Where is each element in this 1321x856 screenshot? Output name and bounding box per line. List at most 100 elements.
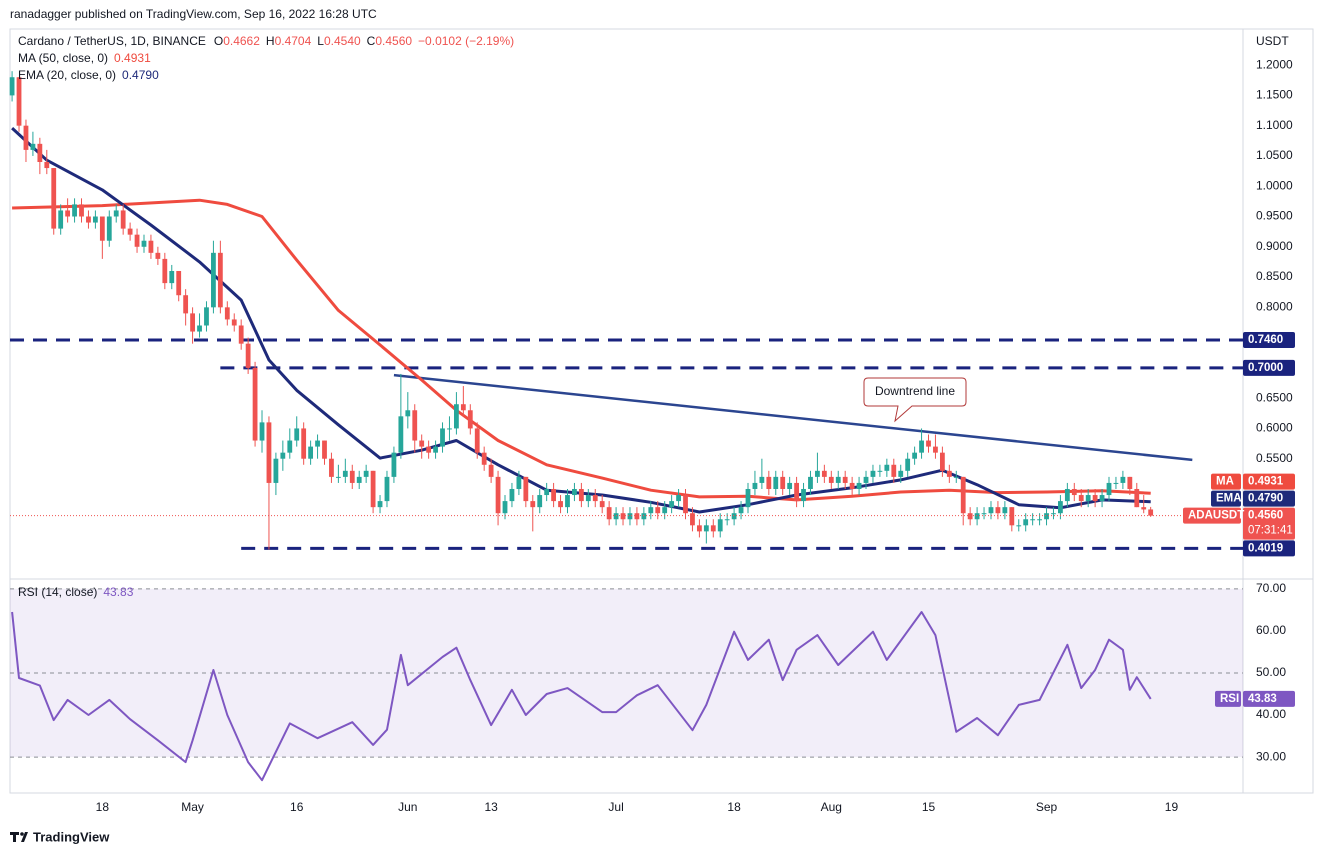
candle-body: [454, 404, 459, 429]
rsi-tag-bg: [1243, 690, 1295, 707]
candle-body: [919, 440, 924, 453]
candle-body: [523, 476, 529, 502]
candle-body: [398, 416, 404, 453]
annotation-callout: Downtrend line: [863, 377, 967, 423]
chart-frame: [9, 28, 1314, 794]
candle-body: [224, 307, 230, 320]
candle-body: [342, 470, 348, 477]
level-tag: 0.7460: [1248, 334, 1283, 346]
x-tick-label: May: [181, 800, 204, 814]
indicator-line: [12, 198, 1151, 502]
trendline: [393, 373, 1193, 462]
candle-body: [939, 452, 945, 471]
publisher: ranadagger published on TradingView.com,…: [10, 7, 377, 21]
legend-name: RSI (14, close): [18, 585, 97, 599]
ohlc-value: 0.4662: [223, 34, 260, 48]
candle-body: [863, 476, 869, 483]
candle-body: [426, 446, 432, 453]
candle-body: [953, 476, 959, 478]
rsi-line: [11, 611, 1152, 782]
candle-body: [599, 501, 605, 508]
candle-body: [30, 143, 36, 150]
candle-body: [37, 143, 43, 163]
candle-body: [370, 470, 376, 508]
candle-body: [981, 513, 987, 515]
candle-body: [44, 162, 50, 169]
ohlc-key: O: [214, 34, 223, 48]
candle-body: [1120, 476, 1126, 483]
footer-logo: TradingView: [10, 829, 110, 844]
candle-body: [1085, 495, 1091, 502]
legend-name: EMA (20, close, 0): [18, 68, 116, 82]
candle-body: [759, 476, 765, 483]
candle-body: [724, 519, 730, 521]
candle-body: [23, 125, 29, 150]
candle-body: [440, 428, 445, 447]
x-tick-label: Jun: [398, 800, 417, 814]
candle-body: [731, 513, 737, 520]
candle-body: [835, 476, 841, 483]
ma-legend: MA (50, close, 0) 0.4931: [18, 51, 151, 65]
candle-body: [65, 210, 71, 217]
level-tag: 0.4019: [1248, 542, 1283, 554]
candle-body: [9, 77, 15, 96]
candle-body: [287, 440, 293, 453]
candle-body: [613, 513, 619, 520]
candle-body: [231, 319, 237, 326]
y-tick-label: 0.9000: [1256, 239, 1293, 253]
candle-body: [92, 216, 98, 223]
candle-body: [690, 513, 695, 526]
x-tick-label: Aug: [821, 800, 842, 814]
candle-body: [148, 240, 154, 253]
x-tick-label: Sep: [1036, 800, 1058, 814]
candle-body: [537, 495, 543, 508]
candle-body: [294, 428, 300, 441]
candle-body: [967, 513, 973, 520]
candle-body: [710, 525, 716, 532]
candle-body: [995, 507, 1001, 514]
candle-body: [558, 501, 563, 508]
candle-body: [960, 476, 966, 514]
candle-body: [356, 476, 362, 483]
rsi-tag: 43.83: [1248, 693, 1277, 705]
candle-body: [1134, 488, 1140, 508]
candle-body: [856, 482, 862, 489]
candle-body: [447, 428, 452, 430]
candle-body: [898, 470, 904, 477]
candle-body: [141, 240, 147, 247]
plot: [9, 71, 1243, 782]
candle-body: [155, 252, 161, 259]
candle-body: [1037, 519, 1042, 521]
candle-body: [752, 482, 758, 489]
candle-body: [113, 210, 119, 217]
candle-body: [99, 216, 105, 241]
candle-body: [780, 476, 786, 489]
indicator-name-tag: EMA: [1216, 493, 1242, 505]
y-tick-label: 60.00: [1256, 623, 1286, 637]
candle-body: [891, 464, 897, 477]
candle-body: [127, 228, 133, 235]
ohlc-value: 0.4540: [324, 34, 361, 48]
candle-body: [72, 204, 77, 217]
ohlc-key: C: [367, 34, 376, 48]
candle-body: [495, 476, 501, 514]
candle-body: [745, 488, 751, 508]
candle-body: [134, 234, 140, 247]
candle-body: [169, 270, 175, 284]
candle-body: [1071, 488, 1077, 496]
candle-body: [211, 252, 216, 308]
candle-body: [509, 488, 515, 502]
candle-body: [634, 513, 640, 520]
last-price-tag: 0.4560: [1248, 510, 1283, 522]
ohlc-value: 0.4560: [375, 34, 412, 48]
candle-body: [315, 440, 320, 447]
x-tick-label: 18: [727, 800, 741, 814]
candle-body: [183, 295, 189, 314]
y-tick-label: 0.8000: [1256, 300, 1293, 314]
candle-body: [16, 77, 22, 126]
candle-body: [419, 440, 425, 447]
legend-value: 0.4931: [114, 51, 151, 65]
